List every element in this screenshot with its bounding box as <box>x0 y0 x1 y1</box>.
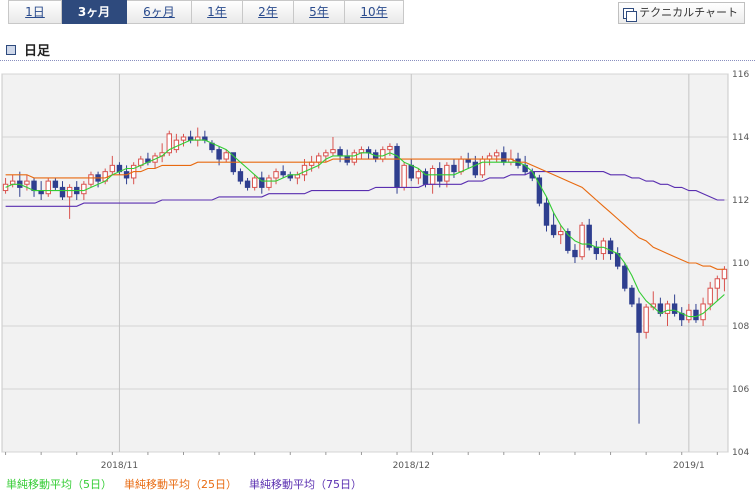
candle-body <box>323 152 329 157</box>
candle-body <box>66 186 73 198</box>
y-tick-label: 104 <box>732 448 749 458</box>
x-tick-label: 2018/11 <box>101 461 138 471</box>
divider <box>0 60 755 61</box>
window-icon <box>623 7 638 22</box>
candle-body <box>671 303 678 314</box>
candle-body <box>408 164 414 179</box>
candle-body <box>550 224 557 236</box>
candle-body <box>664 303 671 314</box>
candle-body <box>636 303 642 333</box>
candle-body <box>59 186 66 198</box>
y-tick-label: 114 <box>732 133 749 143</box>
legend-item-1: 単純移動平均（25日） <box>124 478 237 491</box>
candle-body <box>337 149 343 157</box>
tab-2[interactable]: 6ヶ月 <box>127 0 192 24</box>
candle-body <box>88 174 94 185</box>
ma75-line <box>5 171 725 207</box>
tab-1[interactable]: 3ヶ月 <box>62 0 127 24</box>
candle-body <box>166 133 172 154</box>
candle-body <box>301 164 308 176</box>
period-tabs: 1日 3ヶ月 6ヶ月 1年 2年 5年 10年 <box>8 0 404 24</box>
candle-body <box>24 180 30 185</box>
y-tick-label: 108 <box>732 322 749 332</box>
ma25-line <box>5 158 725 270</box>
candle-body <box>81 183 87 195</box>
y-tick-label: 106 <box>732 385 749 395</box>
candle-body <box>415 171 422 179</box>
candle-body <box>216 149 222 160</box>
ma5-line <box>5 139 725 318</box>
candle-body <box>173 139 180 151</box>
candle-body <box>643 306 649 333</box>
candle-body <box>109 164 116 173</box>
candle-body <box>45 180 51 195</box>
candle-body <box>479 158 486 176</box>
x-tick-label: 2019/1 <box>673 461 705 471</box>
candle-body <box>472 161 479 176</box>
candle-body <box>693 309 699 321</box>
candle-body <box>316 155 322 163</box>
square-icon <box>6 44 16 55</box>
candle-body <box>280 171 286 176</box>
section-title: 日足 <box>24 44 51 59</box>
candle-body <box>2 183 9 192</box>
tab-5[interactable]: 5年 <box>294 0 345 24</box>
candle-body <box>707 287 713 305</box>
candle-body <box>629 287 635 305</box>
candle-body <box>401 164 407 188</box>
tab-0[interactable]: 1日 <box>8 0 62 24</box>
candle-body <box>714 278 721 289</box>
candle-body <box>451 164 457 173</box>
candle-body <box>572 249 578 258</box>
candle-body <box>251 177 258 188</box>
candle-body <box>380 149 386 160</box>
candle-body <box>458 158 464 173</box>
x-tick-label: 2018/12 <box>393 461 430 471</box>
candle-body <box>259 177 265 188</box>
technical-chart-label: テクニカルチャート <box>639 6 738 19</box>
candle-body <box>394 145 400 188</box>
legend-item-0: 単純移動平均（5日） <box>6 478 112 491</box>
section-header: 日足 <box>6 40 50 59</box>
candle-body <box>351 152 358 163</box>
candle-body <box>52 180 59 188</box>
legend: 単純移動平均（5日） 単純移動平均（25日） 単純移動平均（75日） <box>6 476 362 492</box>
candle-body <box>565 231 571 251</box>
candle-body <box>607 240 614 255</box>
tab-6[interactable]: 10年 <box>345 0 404 24</box>
candlestick-chart: 104 106 108 110 112 114 116 2018/11 2018/12 2019/… <box>1 70 749 471</box>
candle-body <box>536 177 543 204</box>
tab-3[interactable]: 1年 <box>192 0 243 24</box>
candle-body <box>586 224 592 248</box>
tab-4[interactable]: 2年 <box>243 0 294 24</box>
candle-body <box>543 202 550 226</box>
candle-body <box>686 309 692 321</box>
candle-body <box>501 152 507 163</box>
y-tick-label: 116 <box>732 70 749 80</box>
candle-body <box>558 231 564 236</box>
candle-body <box>266 177 272 188</box>
legend-item-2: 単純移動平均（75日） <box>249 478 362 491</box>
candle-body <box>429 168 436 185</box>
candle-body <box>237 171 244 182</box>
technical-chart-button[interactable]: テクニカルチャート <box>618 2 745 24</box>
candle-body <box>444 164 450 182</box>
candle-body <box>721 268 728 280</box>
candle-body <box>180 136 187 141</box>
candle-body <box>223 152 229 160</box>
candle-body <box>31 180 37 192</box>
candle-body <box>493 152 500 157</box>
candle-body <box>579 224 585 258</box>
y-tick-label: 112 <box>732 196 749 206</box>
candle-body <box>387 145 393 151</box>
y-tick-label: 110 <box>732 259 749 269</box>
candle-body <box>330 149 336 154</box>
candle-body <box>273 171 279 179</box>
candle-body <box>244 180 251 188</box>
candle-body <box>622 265 628 289</box>
candle-body <box>593 246 600 255</box>
